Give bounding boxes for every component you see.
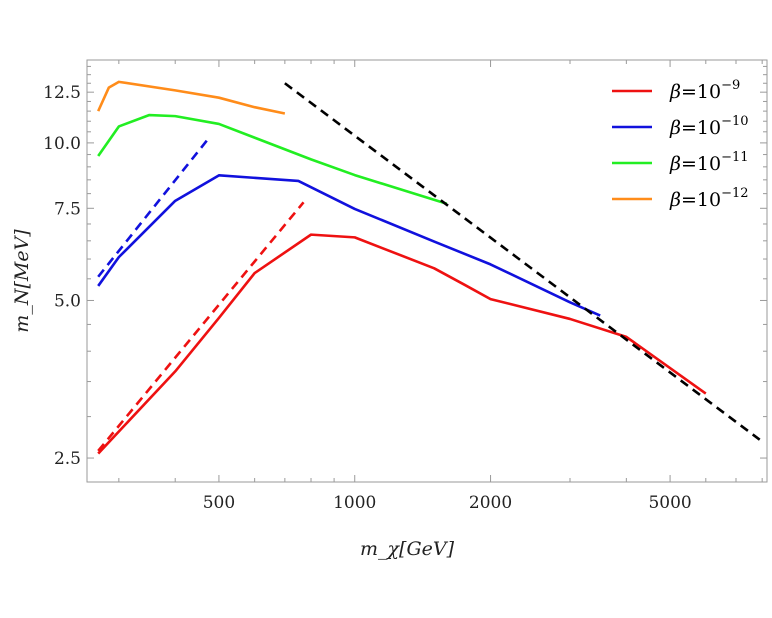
axis-labels: m_χ[GeV] m_N[MeV] (11, 229, 455, 560)
y-tick-label: 10.0 (43, 134, 81, 154)
series-lines (97, 80, 761, 455)
dashed-series-line-5 (97, 201, 305, 452)
series-line-3 (97, 80, 286, 115)
y-tick-label: 5.0 (54, 291, 81, 311)
x-tick-label: 5000 (648, 493, 691, 513)
axis-ticks: 500 1000 2000 5000 2.5 5.0 7.5 10.0 12.5 (43, 60, 767, 513)
y-tick-label: 12.5 (43, 83, 81, 103)
series-line-2 (97, 113, 448, 206)
x-tick-label: 2000 (469, 493, 512, 513)
legend-label: β=10−11 (669, 150, 749, 175)
legend: β=10−9 β=10−10 β=10−11 β=10−12 (612, 78, 749, 211)
plot-area-frame (86, 59, 768, 483)
x-axis-label: m_χ[GeV] (360, 538, 455, 560)
x-tick-label: 500 (203, 493, 235, 513)
y-tick-label: 7.5 (54, 199, 81, 219)
legend-label: β=10−10 (669, 114, 749, 139)
series-line-0 (97, 233, 707, 455)
legend-label: β=10−9 (669, 78, 740, 103)
plot-frame (86, 59, 768, 483)
dashed-series-line-6 (284, 82, 761, 441)
x-tick-label: 1000 (333, 493, 376, 513)
legend-label: β=10−12 (669, 186, 749, 211)
dashed-series-line-4 (97, 139, 208, 278)
series-line-1 (97, 174, 601, 317)
y-axis-label: m_N[MeV] (11, 229, 33, 333)
y-tick-label: 2.5 (54, 449, 81, 469)
